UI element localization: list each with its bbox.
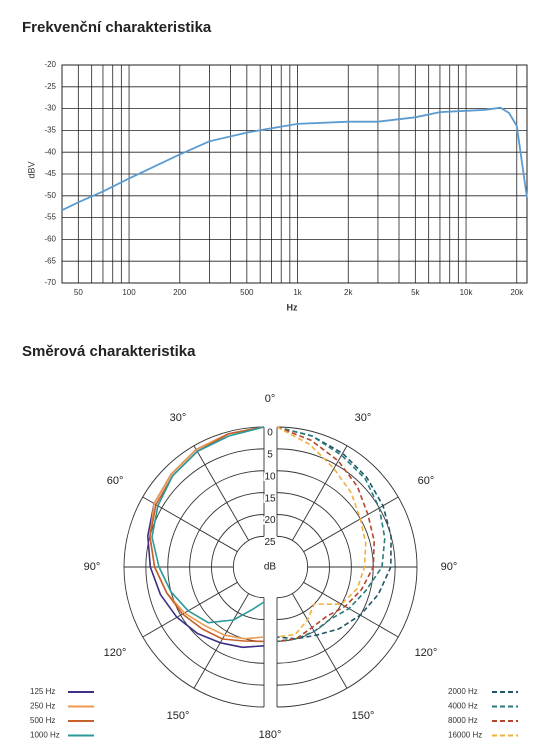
legend-label: 250 Hz xyxy=(30,702,55,711)
ring-label: 25 xyxy=(264,537,276,548)
x-tick-label: 10k xyxy=(460,288,474,297)
x-tick-label: 20k xyxy=(510,288,524,297)
y-tick-label: -50 xyxy=(44,191,56,200)
y-tick-label: -55 xyxy=(44,213,56,222)
legend-label: 125 Hz xyxy=(30,687,55,696)
angle-label: 150° xyxy=(352,710,375,722)
polar-line xyxy=(276,426,392,640)
angle-label: 60° xyxy=(418,475,435,487)
angle-label: 120° xyxy=(104,647,127,659)
y-tick-label: -25 xyxy=(44,82,56,91)
legend-label: 2000 Hz xyxy=(448,687,478,696)
ring-label: 15 xyxy=(264,493,276,504)
response-line xyxy=(61,106,528,212)
y-tick-label: -40 xyxy=(44,147,56,156)
polar-line xyxy=(276,426,386,643)
chart-title: Směrová charakteristika xyxy=(22,343,196,360)
polar-line xyxy=(151,426,265,624)
y-tick-label: -70 xyxy=(44,278,56,287)
spoke xyxy=(193,445,250,541)
y-tick-label: -60 xyxy=(44,235,56,244)
x-tick-label: 100 xyxy=(122,288,136,297)
spoke xyxy=(291,445,348,541)
spoke xyxy=(142,581,238,638)
angle-label: 90° xyxy=(84,561,101,573)
legend-label: 8000 Hz xyxy=(448,716,478,725)
x-tick-label: 1k xyxy=(293,288,302,297)
angle-label: 0° xyxy=(265,393,276,405)
legend-label: 500 Hz xyxy=(30,716,55,725)
y-tick-label: -30 xyxy=(44,104,56,113)
y-tick-label: -20 xyxy=(44,60,56,69)
y-tick-label: -35 xyxy=(44,126,56,135)
angle-label: 90° xyxy=(441,561,458,573)
angle-label: 120° xyxy=(415,647,438,659)
polar-line xyxy=(276,426,367,638)
x-axis-label: Hz xyxy=(287,302,298,312)
r-axis-label: dB xyxy=(264,562,277,573)
polar-line xyxy=(276,426,375,643)
spoke xyxy=(291,593,348,689)
y-axis-label: dBV xyxy=(26,161,36,178)
angle-label: 180° xyxy=(259,729,282,741)
angle-label: 60° xyxy=(107,475,124,487)
y-tick-label: -45 xyxy=(44,169,56,178)
polar-line xyxy=(149,426,265,640)
ring xyxy=(233,535,265,599)
ring-label: 5 xyxy=(267,450,273,461)
x-tick-label: 50 xyxy=(74,288,83,297)
spoke xyxy=(303,581,399,638)
ring-label: 0 xyxy=(267,428,273,439)
legend-label: 4000 Hz xyxy=(448,702,478,711)
x-tick-label: 5k xyxy=(411,288,420,297)
chart-title: Frekvenční charakteristika xyxy=(22,19,212,36)
legend-label: 16000 Hz xyxy=(448,731,482,740)
legend-label: 1000 Hz xyxy=(30,731,60,740)
angle-label: 30° xyxy=(170,412,187,424)
ring-label: 20 xyxy=(264,515,276,526)
y-tick-label: -65 xyxy=(44,256,56,265)
x-tick-label: 500 xyxy=(240,288,254,297)
angle-label: 30° xyxy=(355,412,372,424)
ring-label: 10 xyxy=(264,471,276,482)
angle-label: 150° xyxy=(167,710,190,722)
spoke xyxy=(193,593,250,689)
ring xyxy=(276,535,308,599)
x-tick-label: 2k xyxy=(344,288,353,297)
x-tick-label: 200 xyxy=(173,288,187,297)
